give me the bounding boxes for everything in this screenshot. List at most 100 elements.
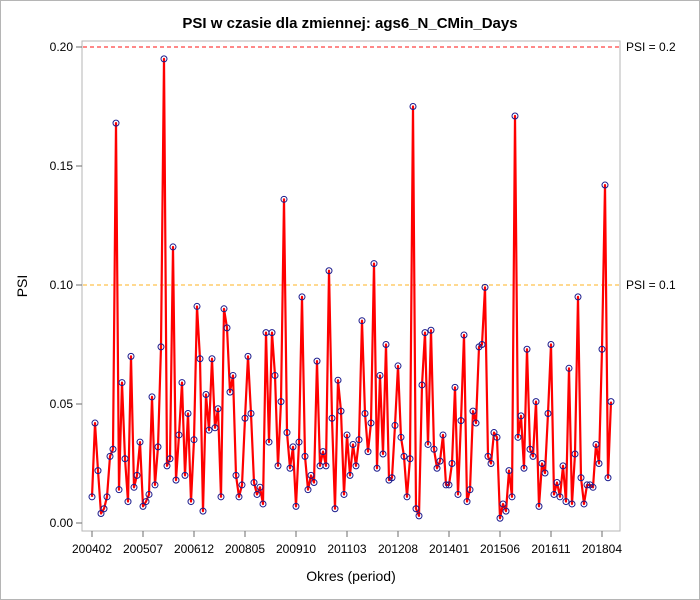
- data-point-49: [235, 493, 243, 501]
- data-point-122: [454, 490, 462, 498]
- data-point-150: [538, 460, 546, 467]
- data-point-98: [382, 341, 390, 348]
- data-point-80: [328, 414, 336, 422]
- data-point-140: [508, 493, 516, 501]
- data-point-119: [445, 481, 453, 489]
- data-point-57: [259, 500, 267, 508]
- data-point-78: [322, 462, 330, 470]
- data-point-110: [418, 381, 426, 389]
- data-point-112: [424, 440, 432, 448]
- data-point-13: [127, 352, 135, 360]
- data-point-47: [229, 371, 237, 379]
- data-point-33: [187, 498, 195, 506]
- data-point-144: [520, 464, 528, 472]
- data-point-12: [124, 498, 132, 506]
- psi-series-line: [90, 57, 613, 520]
- data-point-68: [292, 502, 300, 510]
- data-point-45: [223, 324, 231, 332]
- data-point-82: [334, 376, 342, 384]
- x-tick-label-9: 201611: [531, 542, 570, 556]
- y-axis: 0.00 0.05 0.10 0.15 0.20: [50, 40, 82, 530]
- data-point-86: [346, 471, 354, 479]
- data-point-163: [577, 474, 585, 482]
- data-point-143: [517, 412, 525, 420]
- data-point-83: [337, 407, 345, 415]
- data-point-139: [505, 467, 513, 475]
- data-point-54: [250, 479, 258, 487]
- data-point-170: [598, 345, 606, 353]
- data-point-39: [205, 426, 213, 434]
- data-point-30: [178, 379, 186, 387]
- data-point-28: [172, 476, 180, 484]
- data-point-162: [574, 293, 582, 301]
- data-point-29: [175, 431, 183, 439]
- data-point-32: [184, 410, 192, 418]
- data-point-63: [277, 398, 285, 406]
- data-point-131: [481, 283, 489, 291]
- data-point-97: [379, 450, 387, 458]
- data-point-79: [325, 267, 333, 275]
- data-point-4: [100, 505, 108, 513]
- data-point-154: [550, 490, 558, 498]
- reference-lines: PSI = 0.2 PSI = 0.1: [83, 40, 676, 292]
- y-tick-label-2: 0.10: [50, 278, 74, 292]
- data-point-18: [142, 498, 150, 506]
- x-axis: 200402 200507 200612 200805 200910 201103 2012…: [72, 531, 622, 556]
- data-point-19: [145, 490, 153, 498]
- data-point-159: [565, 364, 573, 372]
- x-tick-label-1: 200507: [123, 542, 163, 556]
- data-point-109: [415, 512, 423, 520]
- data-point-59: [265, 438, 273, 446]
- data-point-2: [94, 467, 102, 475]
- data-point-117: [439, 431, 447, 439]
- data-point-37: [199, 507, 207, 515]
- data-point-87: [349, 440, 357, 448]
- data-point-5: [103, 493, 111, 501]
- data-point-106: [406, 455, 414, 463]
- data-point-24: [160, 55, 168, 63]
- data-point-92: [364, 448, 372, 456]
- data-point-67: [289, 443, 297, 451]
- data-point-158: [562, 498, 570, 506]
- data-point-169: [595, 460, 603, 467]
- data-point-36: [196, 355, 204, 363]
- x-tick-label-5: 201103: [327, 542, 366, 556]
- data-point-173: [607, 398, 615, 406]
- data-point-142: [514, 433, 522, 441]
- data-point-123: [457, 417, 465, 425]
- data-point-133: [487, 460, 495, 467]
- data-point-48: [232, 471, 240, 479]
- y-tick-label-0: 0.00: [50, 516, 74, 530]
- data-point-55: [253, 490, 261, 498]
- data-point-116: [436, 457, 444, 465]
- data-point-61: [271, 371, 279, 379]
- data-point-167: [589, 483, 597, 491]
- reference-line-label-0: PSI = 0.2: [626, 40, 676, 54]
- x-tick-label-4: 200910: [276, 542, 316, 556]
- x-tick-label-2: 200612: [174, 542, 214, 556]
- data-point-85: [343, 431, 351, 439]
- data-point-135: [493, 433, 501, 441]
- data-point-95: [373, 464, 381, 472]
- data-point-105: [403, 493, 411, 501]
- data-point-104: [400, 452, 408, 460]
- data-point-147: [529, 452, 537, 460]
- data-point-66: [286, 464, 294, 472]
- y-tick-label-1: 0.05: [50, 397, 74, 411]
- data-point-27: [169, 243, 177, 251]
- data-point-44: [220, 305, 228, 313]
- data-point-171: [601, 181, 609, 189]
- data-point-121: [451, 383, 459, 391]
- data-point-69: [295, 438, 303, 446]
- x-axis-label: Okres (period): [306, 568, 395, 584]
- data-point-20: [148, 393, 156, 401]
- data-point-72: [304, 486, 312, 494]
- data-point-9: [115, 486, 123, 494]
- data-point-114: [430, 445, 438, 453]
- data-point-96: [376, 371, 384, 379]
- data-point-53: [247, 410, 255, 418]
- data-point-43: [217, 493, 225, 501]
- data-point-103: [397, 433, 405, 441]
- data-point-160: [568, 500, 576, 508]
